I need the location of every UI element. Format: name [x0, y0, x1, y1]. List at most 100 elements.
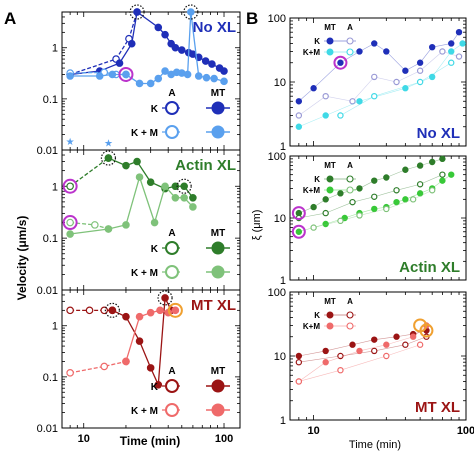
panel-b-0-series-line [298, 51, 460, 116]
panel-a-1-data-point [66, 218, 74, 227]
panel-a-2-data-point [100, 362, 109, 371]
panel-a-1-legend-hollow-marker [165, 241, 179, 255]
panel-a-0-data-point [66, 72, 74, 80]
panel-a-1-series-line [69, 157, 109, 187]
panel-b-1-data-point [439, 177, 446, 184]
panel-b-1-data-point [322, 209, 329, 217]
panel-a-1-data-point [104, 154, 113, 162]
panel-b-2-xtick-label: 10 [307, 425, 319, 437]
panel-b-2-data-point [295, 352, 303, 360]
panel-b-0-data-point [371, 73, 378, 81]
panel-a-2-data-point [66, 306, 74, 315]
panel-a-0-data-point [171, 43, 180, 52]
panel-a-0-star-marker: ★ [104, 139, 113, 150]
panel-b-1-data-point [295, 228, 303, 235]
panel-a-2-orange-ring [167, 302, 183, 318]
panel-a-1-data-point [104, 225, 113, 233]
panel-label-b: B [246, 9, 258, 28]
panel-b-1-data-point [322, 196, 329, 203]
panel-a-0-data-point [108, 70, 117, 79]
panel-b-1-data-point [310, 203, 317, 211]
panel-b-2-data-point [349, 341, 356, 348]
panel-a-0-ytick-label: 1 [52, 43, 58, 55]
panel-b-1-data-point [428, 187, 436, 194]
panel-b-2-orange-ring [419, 323, 434, 338]
panel-a-1-data-point [189, 203, 197, 211]
panel-b-0-series-line [298, 32, 460, 102]
panel-b-1-title: Actin XL [399, 259, 460, 276]
panel-a-1-magenta-ring [62, 178, 78, 194]
panel-a-1-data-point [66, 182, 74, 191]
panel-b-2-data-point [322, 359, 329, 366]
panel-a-0-data-point [127, 39, 136, 48]
panel-b-2-legend-mt-header: MT [324, 297, 336, 306]
panel-b-1-data-point [371, 205, 378, 213]
panel-b-0-data-point [448, 48, 455, 55]
panel-a-0-data-point [210, 74, 218, 83]
panel-b-0-ytick-label: 100 [268, 13, 286, 25]
panel-b-2-data-point [337, 352, 344, 360]
panel-b-0-data-point [337, 59, 344, 66]
panel-a-1-magenta-ring [62, 215, 78, 231]
panel-a-0-data-point [161, 30, 169, 39]
panel-a-0-star-marker: ★ [66, 137, 75, 148]
panel-a-0-data-point [187, 8, 195, 16]
panel-b-1-data-point [428, 158, 436, 166]
panel-a-1-ytick-label: 0.1 [43, 233, 58, 245]
panel-a-2-data-point [156, 306, 164, 315]
panel-b-2-legend-km: K+M [303, 322, 320, 331]
panel-a-2-legend-filled-marker [211, 379, 225, 393]
panel-b-0-title: No XL [417, 125, 460, 142]
panel-a-2-legend-a-header: A [168, 366, 175, 377]
panel-b-0-legend-a-header: A [347, 23, 353, 32]
panel-label-a-text: A [4, 9, 16, 28]
panel-a-1-highlight-ring [100, 150, 117, 166]
panel-b-2-data-point [337, 366, 344, 374]
panel-b-0-magenta-ring [333, 55, 348, 70]
panel-a-2-data-point [161, 294, 169, 302]
panel-b-2-legend-a-header: A [347, 297, 353, 306]
panel-b-1-data-point [402, 166, 409, 173]
panel-b-1-data-point [416, 190, 424, 197]
panel-b-0-data-point [295, 123, 303, 130]
panel-a-2-series-line [125, 309, 176, 362]
panel-a-2-legend-hollow-marker [165, 403, 179, 417]
panel-a-1-legend-hollow-marker [165, 265, 179, 279]
panel-a-0-data-point [161, 67, 169, 75]
panel-a-1-ytick-label: 0.01 [37, 285, 58, 297]
panel-a-0-legend-a-header: A [168, 88, 175, 99]
panel-a-1-data-point [150, 218, 159, 227]
panel-a-0-data-point [183, 70, 192, 79]
panel-b-2-legend-k: K [314, 311, 320, 320]
panel-a-0-legend-hollow-marker [165, 101, 179, 115]
panel-a-0-series-line [69, 11, 138, 76]
panel-a-2-data-point [108, 306, 117, 315]
panel-b-1-series-line [313, 190, 433, 228]
panel-a-0-data-point [135, 79, 144, 88]
panel-b-0-data-point [349, 98, 356, 105]
panel-a-2-data-point [100, 306, 109, 315]
panel-b-0-legend-mt-header: MT [324, 23, 336, 32]
panel-a-0-data-point [115, 59, 124, 67]
panel-b-1-data-point [341, 214, 348, 222]
panel-b-1-data-point [310, 224, 317, 231]
panel-b-2-series-line [298, 325, 427, 382]
panel-a-1-data-point [66, 230, 74, 238]
panel-a-1-data-point [91, 221, 99, 229]
panel-a-2-data-point [171, 306, 180, 315]
panel-b-0-data-point [356, 48, 363, 55]
panel-a-0-data-point [154, 23, 163, 32]
panel-b-2-data-point [402, 341, 409, 348]
panel-b-1-data-point [393, 198, 400, 206]
panel-a-0-data-point [177, 46, 186, 54]
panel-a-0-legend-filled-marker [211, 125, 225, 139]
panel-b-0-data-point [383, 48, 390, 55]
panel-b-0-data-point [310, 85, 317, 92]
panel-a-1-data-point [171, 182, 180, 191]
panel-a-1-legend-k: K [151, 244, 159, 255]
panel-b-1-data-point [371, 177, 378, 184]
panel-b-1-data-point [371, 193, 378, 200]
panel-b-1-legend-filled-marker [326, 186, 334, 194]
panel-b-0-data-point [459, 40, 466, 47]
